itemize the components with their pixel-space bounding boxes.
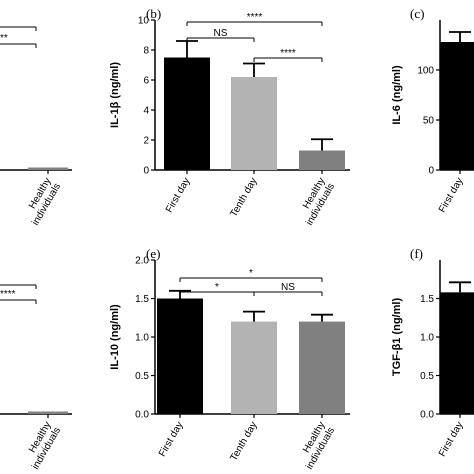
category-label-tenth-day: Tenth day — [228, 176, 259, 219]
category-label-healthy-individuals: Healthyindividuals — [21, 176, 63, 227]
y-tick-label: 2 — [143, 136, 149, 147]
y-tick-label: 1.0 — [420, 333, 434, 344]
y-axis-label: IL-1β (ng/ml) — [109, 62, 121, 128]
category-label-healthy-individuals: Healthyindividuals — [21, 420, 63, 471]
significance-label: **** — [280, 48, 296, 59]
panel-label-b: (b) — [146, 6, 161, 21]
y-tick-label: 6 — [143, 76, 149, 87]
panel-c: 0 50 100 IL-6 (ng/ml) First day — [391, 20, 474, 215]
y-tick-label: 1.0 — [135, 333, 149, 344]
panel-d: Healthyindividuals **** — [0, 284, 72, 471]
panel-label-e: (e) — [146, 246, 160, 261]
category-label-first-day: First day — [164, 176, 193, 215]
y-tick-label: 10 — [138, 16, 150, 27]
y-tick-label: 0.5 — [135, 371, 149, 382]
category-label-healthy-individuals: Healthyindividuals — [295, 420, 337, 471]
y-tick-label: 50 — [423, 116, 435, 127]
y-axis-label: IL-10 (ng/ml) — [109, 304, 121, 370]
panel-e: 0.0 0.5 1.0 1.5 2.0 IL-10 (ng/ml) First day Ten… — [109, 256, 350, 471]
y-tick-label: 0.5 — [420, 371, 434, 382]
bar-healthy-individuals — [299, 321, 345, 414]
category-label-first-day: First day — [157, 420, 186, 459]
y-tick-label: 4 — [143, 106, 149, 117]
panel-f: 0.0 0.5 1.0 1.5 TGF-β1 (ng/ml) First day — [391, 260, 474, 459]
panel-b: 0 2 4 6 8 10 IL-1β (ng/ml) First day Tenth day He… — [109, 12, 350, 227]
y-tick-label: 1.5 — [135, 294, 149, 305]
y-tick-label: 0 — [428, 166, 434, 177]
y-tick-label: 8 — [143, 46, 149, 57]
bar-healthy-individuals — [28, 411, 68, 414]
y-tick-label: 0.0 — [135, 410, 149, 421]
y-tick-label: 2.0 — [135, 256, 149, 267]
category-label-first-day: First day — [437, 176, 466, 215]
significance-label: * — [215, 282, 219, 293]
bar-first-day — [164, 57, 210, 170]
y-tick-label: 1.5 — [420, 294, 434, 305]
bar-first-day — [157, 298, 203, 414]
bar-healthy-individuals — [28, 167, 68, 170]
y-tick-label: 0 — [143, 166, 149, 177]
significance-label: ** — [0, 33, 8, 44]
bar-first-day — [440, 42, 474, 170]
category-label-first-day: First day — [437, 420, 466, 459]
significance-label: * — [249, 268, 253, 279]
y-tick-label: 100 — [417, 66, 434, 77]
bar-tenth-day — [231, 77, 277, 170]
y-axis-label: IL-6 (ng/ml) — [391, 65, 403, 125]
significance-label: **** — [0, 289, 16, 300]
significance-label: NS — [214, 28, 228, 39]
y-axis-label: TGF-β1 (ng/ml) — [391, 298, 403, 377]
significance-label: **** — [247, 12, 263, 23]
bar-first-day — [440, 292, 474, 414]
category-label-healthy-individuals: Healthyindividuals — [295, 176, 337, 227]
bar-healthy-individuals — [299, 150, 345, 170]
panel-label-c: (c) — [410, 6, 424, 21]
significance-label: NS — [281, 282, 295, 293]
y-tick-label: 0.0 — [420, 410, 434, 421]
panel-a: Healthyindividuals ** — [0, 26, 72, 227]
panel-label-f: (f) — [410, 246, 423, 261]
category-label-tenth-day: Tenth day — [228, 420, 259, 463]
bar-tenth-day — [231, 321, 277, 414]
